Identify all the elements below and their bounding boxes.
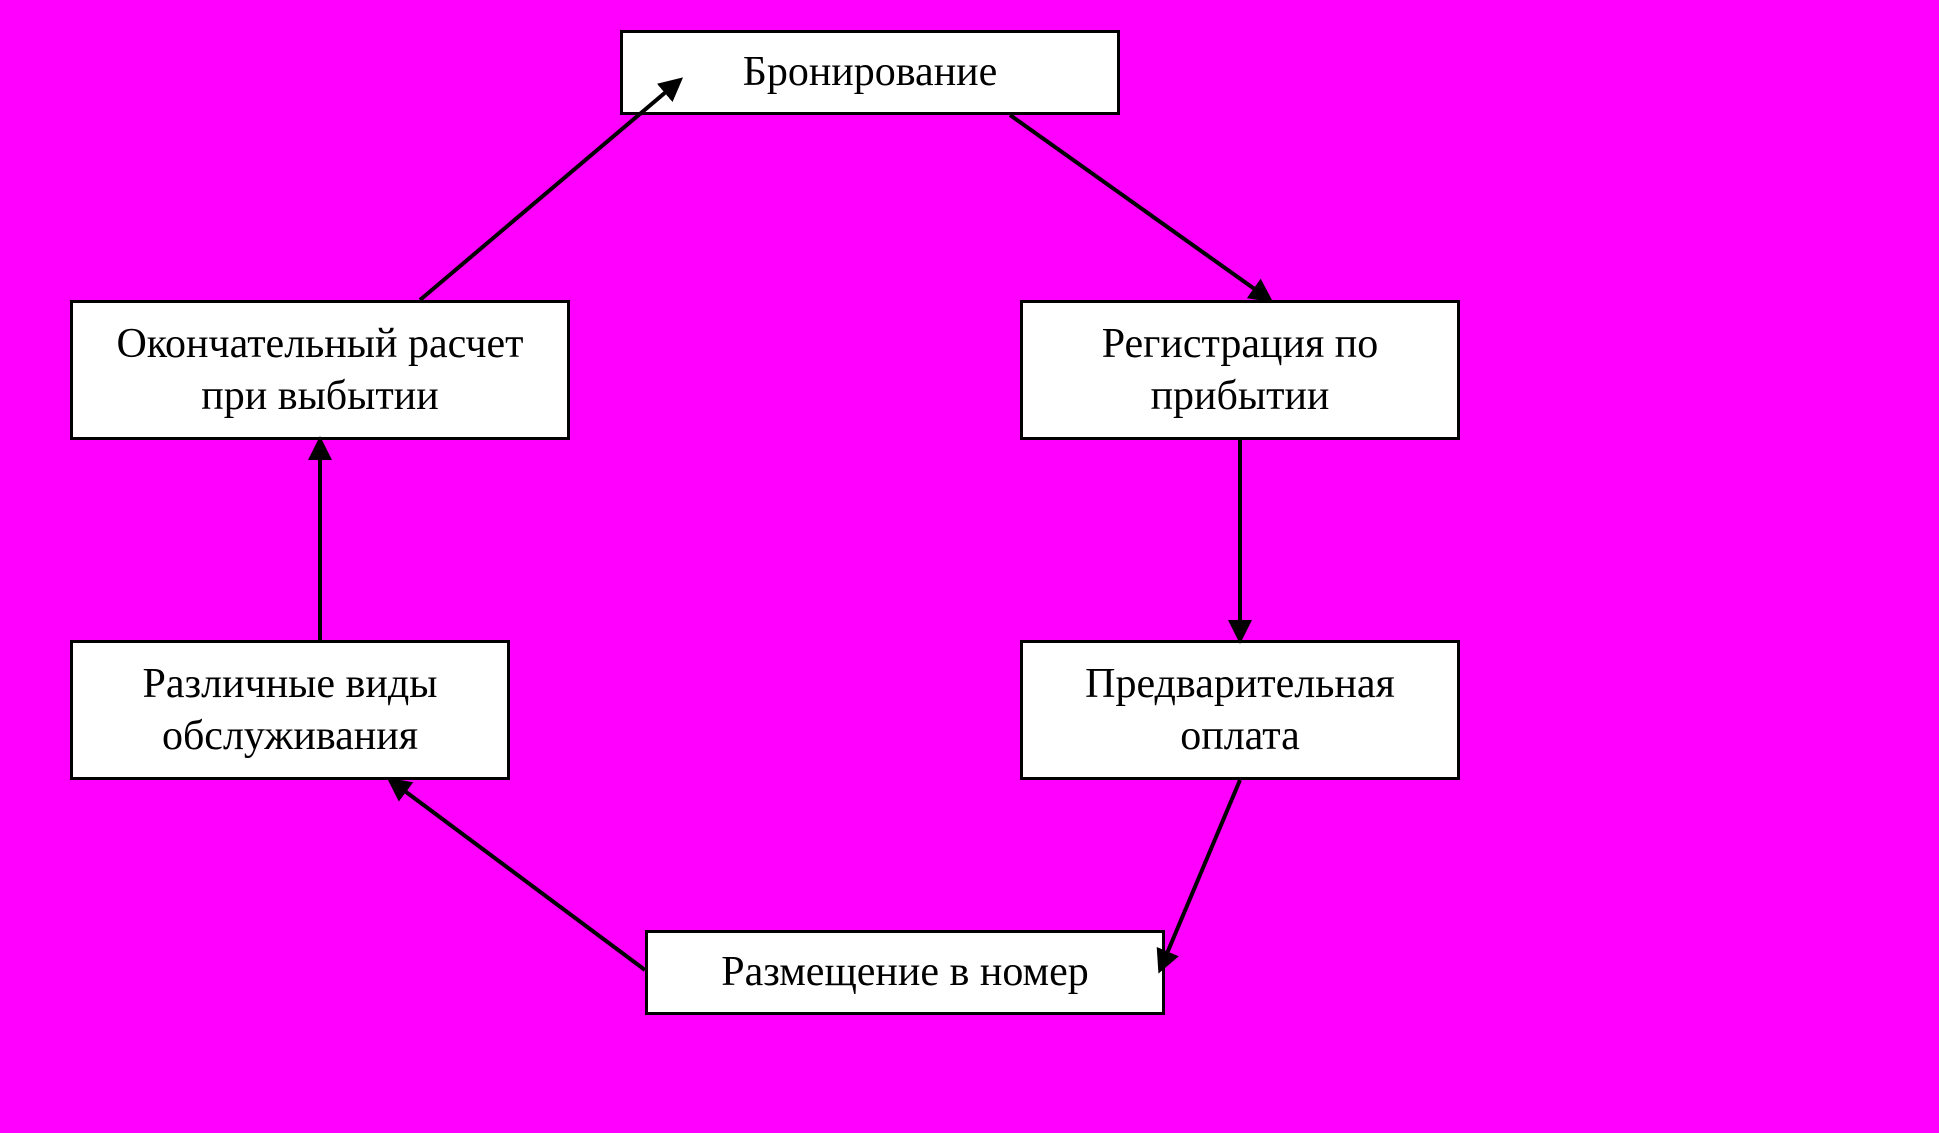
flow-node-n6: Окончательный расчет при выбытии — [70, 300, 570, 440]
flow-node-n4: Размещение в номер — [645, 930, 1165, 1015]
flow-edge-2 — [1160, 780, 1240, 970]
flow-node-n5: Различные виды обслуживания — [70, 640, 510, 780]
flow-node-n1: Бронирование — [620, 30, 1120, 115]
flow-edge-0 — [1010, 115, 1270, 300]
flow-node-n2: Регистрация по прибытии — [1020, 300, 1460, 440]
flow-node-n3: Предварительная оплата — [1020, 640, 1460, 780]
flow-edge-3 — [390, 780, 645, 970]
diagram-canvas: Бронирование Регистрация по прибытии Предв… — [0, 0, 1939, 1133]
